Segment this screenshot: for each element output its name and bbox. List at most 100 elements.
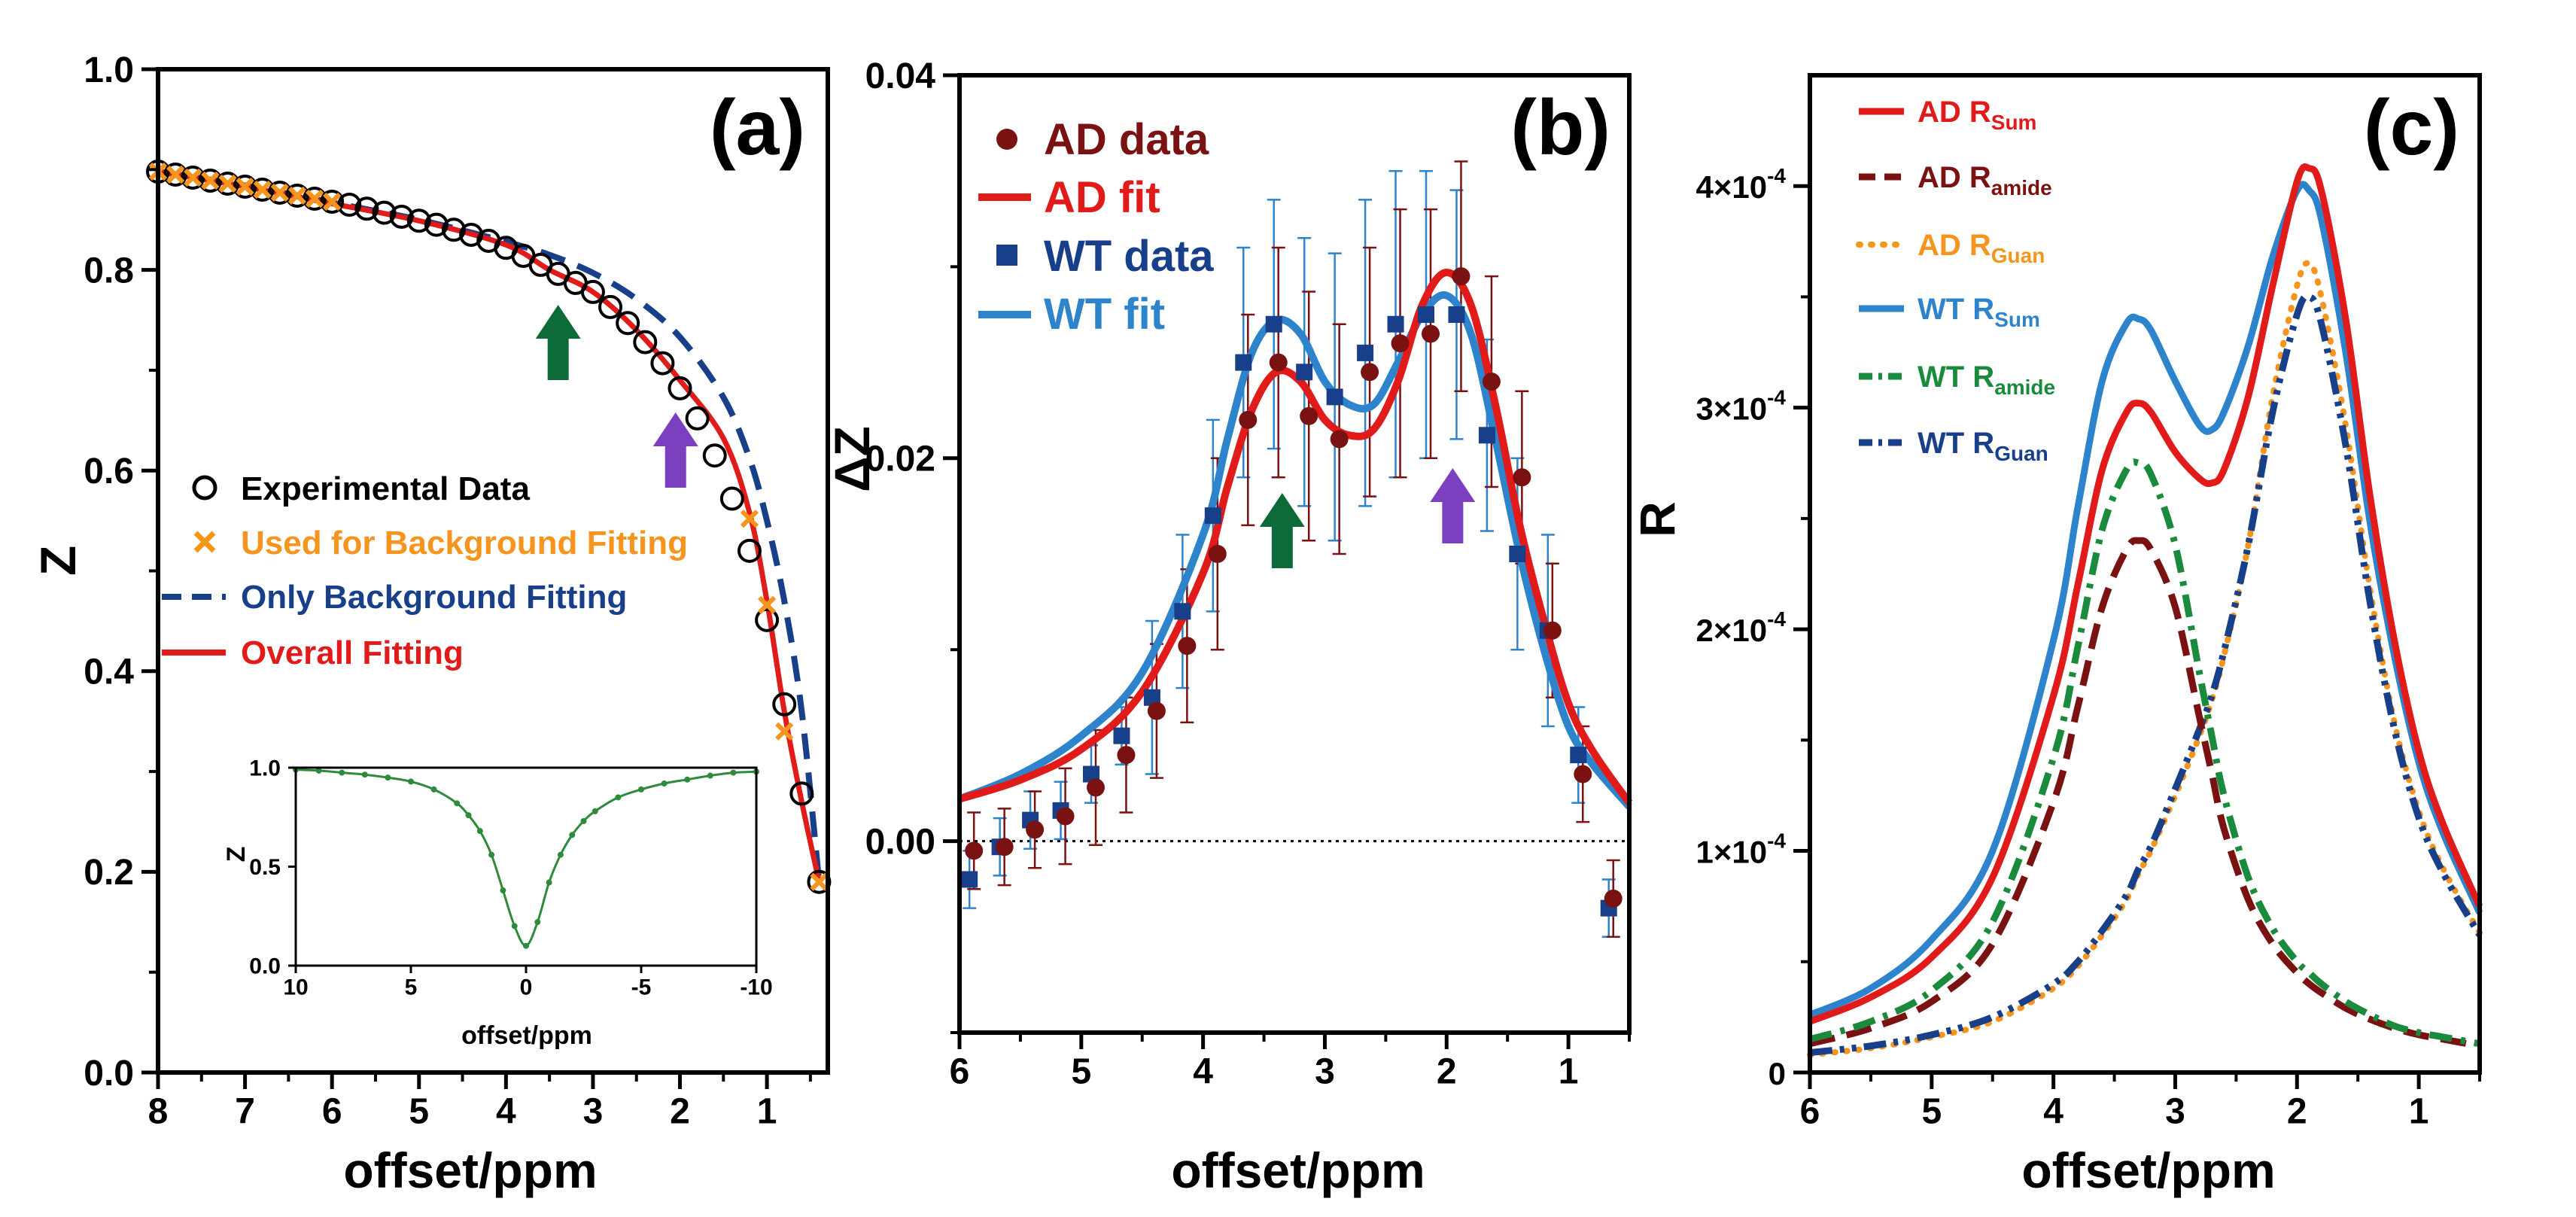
series-line-1	[1808, 537, 2480, 1050]
legend-wt-fit: WT fit	[1044, 290, 1165, 339]
inset-point	[476, 828, 483, 835]
panel-a-xtick-label: 5	[409, 1092, 429, 1132]
ad-data-point	[1422, 324, 1440, 343]
experimental-point	[320, 189, 345, 214]
ad-data-point	[1452, 267, 1470, 286]
inset-point	[315, 767, 322, 774]
inset-xtick-label: -5	[631, 975, 652, 1000]
experimental-point	[354, 196, 379, 221]
wt-data-point	[1448, 306, 1465, 323]
experimental-point	[719, 486, 744, 511]
wt-data-point	[1235, 354, 1252, 371]
legend-open-circle-marker	[192, 475, 217, 500]
panel-c-data	[1807, 163, 2483, 1058]
panel-a-xtick-label: 7	[235, 1092, 255, 1132]
panel-a-inset: 10 5 0 -5 -10 0.0 0.5 1.0 offset/ppm Z	[222, 756, 773, 1051]
series-line-0	[1808, 163, 2483, 1025]
ad-data-point	[1026, 820, 1045, 839]
background-point	[236, 177, 254, 196]
panel-a-ytick-label: 0.8	[84, 251, 134, 291]
experimental-point	[303, 186, 327, 211]
inset-point	[592, 808, 598, 814]
inset-point	[546, 879, 552, 886]
inset-point	[684, 776, 691, 783]
background-point	[253, 180, 272, 199]
panel-c-ytick-label: 2×10-4	[1696, 607, 1786, 648]
panel-a-ytick-label: 0.6	[84, 452, 134, 491]
panel-b-label: (b)	[1510, 84, 1610, 172]
panel-a-ytick-label: 0.0	[84, 1054, 134, 1094]
experimental-point	[441, 218, 466, 242]
experimental-point	[372, 200, 397, 225]
ad-data-point	[1239, 410, 1258, 429]
experimental-point	[737, 538, 762, 563]
background-point	[775, 722, 794, 741]
inset-ytick-label: 1.0	[249, 756, 281, 781]
background-fit-line	[157, 169, 823, 883]
legend-wt-data: WT data	[1044, 232, 1214, 281]
ad-data-point	[1117, 746, 1136, 765]
ad-data-point	[995, 838, 1014, 856]
panel-a-ytick-label: 1.0	[84, 50, 134, 90]
legend-label-0: AD RSum	[1918, 96, 2036, 134]
series-line-5	[1809, 293, 2483, 1056]
experimental-point	[284, 183, 309, 208]
ad-data-point	[1513, 468, 1531, 487]
panel-c-ytick-label: 0	[1769, 1056, 1786, 1091]
background-point	[218, 174, 237, 193]
panel-a-xtick-label: 3	[583, 1092, 604, 1132]
inset-point	[488, 851, 495, 858]
experimental-point	[598, 294, 623, 319]
panel-b-frame	[957, 73, 1632, 1035]
inset-xtick-label: 5	[405, 975, 418, 1000]
legend-label-5: WT RGuan	[1918, 427, 2048, 465]
panel-c-xtick-label: 6	[1800, 1092, 1820, 1132]
wt-data-point	[1113, 727, 1130, 744]
panel-b-ytick-label: 0.04	[865, 56, 936, 96]
panel-b-xtick-label: 5	[1071, 1052, 1091, 1092]
inset-point	[511, 923, 518, 929]
inset-point	[730, 769, 737, 776]
experimental-point	[633, 330, 658, 354]
panel-a-data	[146, 159, 832, 894]
panel-a: 8 7 6 5 4 3 2 1 0.0 0.2 0.4 0.6 0.8 1.0 (a) Z offset/…	[30, 50, 832, 1198]
panel-c-xtick-label: 4	[2043, 1092, 2064, 1132]
inset-axes: 10 5 0 -5 -10 0.0 0.5 1.0	[249, 756, 772, 1000]
wt-data-point	[1143, 689, 1160, 706]
green-arrow	[1259, 493, 1305, 568]
inset-point	[465, 812, 472, 819]
ad-data-point	[1482, 373, 1501, 391]
experimental-point	[337, 192, 362, 217]
panel-c-legend: AD RSum AD Ramide AD RGuan WT RSum WT Ramide…	[1856, 96, 2055, 465]
ad-data-point	[1178, 637, 1197, 656]
ad-data-point	[1361, 363, 1379, 382]
panel-b-xtick-label: 6	[950, 1052, 970, 1092]
panel-b-xtick-label: 4	[1193, 1052, 1213, 1092]
experimental-point	[163, 162, 188, 187]
ad-data-point	[1604, 889, 1623, 908]
panel-a-frame	[156, 67, 830, 1075]
panel-b-axes: 6 5 4 3 2 1 0.00 0.02 0.04	[865, 56, 1632, 1092]
ad-data-point	[1543, 621, 1562, 640]
panel-c-xtick-label: 3	[2165, 1092, 2185, 1132]
experimental-point	[789, 781, 814, 806]
series-line-3	[1808, 181, 2483, 1018]
panel-a-xtick-label: 8	[148, 1092, 169, 1132]
panel-b-xlabel: offset/ppm	[1171, 1142, 1425, 1198]
inset-point	[385, 774, 391, 781]
inset-point	[661, 780, 668, 787]
panel-b-ylabel: ΔZ	[824, 426, 880, 492]
panel-a-label: (a)	[710, 84, 805, 172]
panel-b-xtick-label: 3	[1315, 1052, 1335, 1092]
ad-data-point	[1574, 765, 1592, 783]
background-point	[305, 189, 324, 208]
panel-c-ytick-label: 1×10-4	[1696, 829, 1786, 870]
experimental-point	[616, 311, 640, 336]
experimental-point	[267, 180, 292, 205]
inset-point	[569, 832, 576, 838]
panel-a-ylabel: Z	[30, 546, 86, 576]
panel-b-legend: AD data AD fit WT data WT fit	[978, 115, 1214, 339]
inset-xtick-label: -10	[740, 975, 772, 1000]
inset-frame	[294, 766, 758, 967]
legend-used-for-background: Used for Background Fitting	[241, 525, 688, 561]
